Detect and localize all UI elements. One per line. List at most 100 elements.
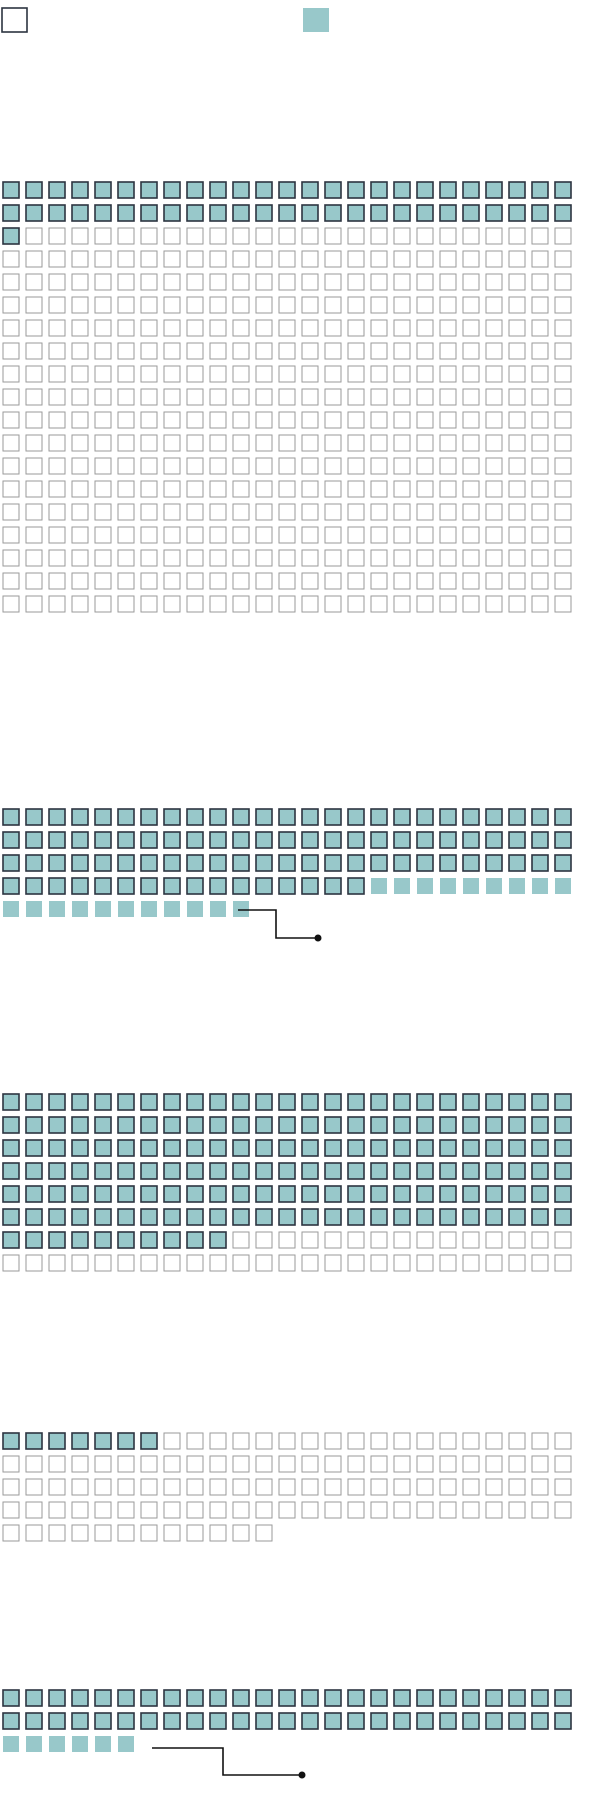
waffle-cell-empty: [71, 1455, 89, 1473]
waffle-cell-empty: [485, 1501, 503, 1519]
waffle-cell-filled: [48, 1139, 66, 1157]
waffle-cell-empty: [462, 319, 480, 337]
waffle-cell-empty: [209, 1455, 227, 1473]
waffle-cell-empty: [462, 457, 480, 475]
waffle-cell-filled: [209, 1712, 227, 1730]
waffle-cell-empty: [554, 342, 572, 360]
waffle-cell-empty: [554, 273, 572, 291]
waffle-cell-empty: [416, 572, 434, 590]
waffle-cell-empty: [393, 572, 411, 590]
waffle-cell-empty: [416, 526, 434, 544]
waffle-cell-empty: [439, 503, 457, 521]
waffle-cell-empty: [186, 273, 204, 291]
waffle-cell-filled: [163, 181, 181, 199]
waffle-cell-empty: [255, 1524, 273, 1542]
waffle-cell-filled: [439, 854, 457, 872]
waffle-cell-empty: [508, 549, 526, 567]
waffle-cell-filled: [393, 1162, 411, 1180]
waffle-cell-empty: [370, 1231, 388, 1249]
waffle-cell-empty: [324, 1254, 342, 1272]
waffle-cell-empty: [347, 480, 365, 498]
waffle-cell-empty: [531, 411, 549, 429]
waffle-cell-empty: [232, 457, 250, 475]
waffle-cell-empty: [140, 1254, 158, 1272]
waffle-cell-filled: [255, 1093, 273, 1111]
waffle-cell-filled: [416, 1185, 434, 1203]
waffle-cell-filled: [462, 1116, 480, 1134]
waffle-cell-empty: [324, 342, 342, 360]
waffle-cell-empty: [25, 572, 43, 590]
waffle-cell-filled: [48, 1116, 66, 1134]
waffle-cell-filled: [416, 831, 434, 849]
waffle-cell-empty: [209, 342, 227, 360]
waffle-cell-filled: [485, 1208, 503, 1226]
waffle-cell-empty: [94, 434, 112, 452]
waffle-cell-filled: [25, 1689, 43, 1707]
waffle-cell-empty: [48, 1455, 66, 1473]
waffle-cell-highlight: [141, 901, 157, 917]
waffle-cell-filled: [324, 831, 342, 849]
waffle-cell-filled: [531, 1139, 549, 1157]
waffle-cell-filled: [117, 1116, 135, 1134]
waffle-cell-filled: [117, 1162, 135, 1180]
waffle-cell-empty: [531, 526, 549, 544]
waffle-cell-empty: [301, 227, 319, 245]
waffle-cell-empty: [278, 503, 296, 521]
waffle-cell-empty: [462, 1254, 480, 1272]
waffle-cell-empty: [393, 319, 411, 337]
waffle-cell-empty: [416, 411, 434, 429]
waffle-cell-empty: [347, 1478, 365, 1496]
waffle-cell-filled: [232, 854, 250, 872]
waffle-cell-empty: [439, 342, 457, 360]
waffle-cell-filled: [462, 1712, 480, 1730]
waffle-cell-empty: [370, 549, 388, 567]
waffle-cell-filled: [48, 877, 66, 895]
waffle-cell-empty: [232, 1524, 250, 1542]
waffle-cell-empty: [301, 296, 319, 314]
waffle-cell-filled: [71, 808, 89, 826]
waffle-cell-empty: [324, 227, 342, 245]
waffle-cell-highlight: [555, 878, 571, 894]
waffle-cell-empty: [48, 503, 66, 521]
waffle-cell-filled: [94, 1162, 112, 1180]
waffle-cell-empty: [554, 549, 572, 567]
waffle-cell-empty: [232, 365, 250, 383]
waffle-cell-empty: [416, 388, 434, 406]
waffle-cell-highlight: [187, 901, 203, 917]
waffle-cell-empty: [232, 1432, 250, 1450]
waffle-cell-empty: [25, 503, 43, 521]
waffle-cell-empty: [531, 250, 549, 268]
waffle-cell-filled: [2, 808, 20, 826]
waffle-cell-filled: [393, 831, 411, 849]
waffle-cell-empty: [393, 365, 411, 383]
waffle-cell-empty: [485, 273, 503, 291]
waffle-cell-filled: [347, 1712, 365, 1730]
waffle-cell-empty: [416, 365, 434, 383]
waffle-cell-filled: [485, 204, 503, 222]
waffle-cell-empty: [48, 572, 66, 590]
waffle-cell-empty: [393, 1501, 411, 1519]
waffle-cell-empty: [232, 480, 250, 498]
waffle-cell-filled: [48, 1185, 66, 1203]
waffle-cell-empty: [347, 319, 365, 337]
waffle-cell-filled: [140, 1231, 158, 1249]
waffle-cell-empty: [393, 526, 411, 544]
waffle-cell-filled: [439, 808, 457, 826]
waffle-cell-filled: [370, 1139, 388, 1157]
waffle-cell-empty: [186, 503, 204, 521]
waffle-cell-filled: [209, 204, 227, 222]
waffle-cell-empty: [117, 572, 135, 590]
waffle-cell-filled: [71, 877, 89, 895]
waffle-cell-filled: [554, 1116, 572, 1134]
waffle-cell-empty: [278, 1455, 296, 1473]
waffle-cell-empty: [301, 1501, 319, 1519]
waffle-cell-empty: [416, 250, 434, 268]
waffle-cell-empty: [554, 1231, 572, 1249]
waffle-cell-empty: [508, 1501, 526, 1519]
waffle-cell-filled: [71, 1093, 89, 1111]
waffle-cell-empty: [255, 503, 273, 521]
waffle-cell-filled: [163, 1116, 181, 1134]
waffle-cell-empty: [117, 227, 135, 245]
waffle-cell-filled: [163, 1185, 181, 1203]
waffle-cell-filled: [25, 1185, 43, 1203]
